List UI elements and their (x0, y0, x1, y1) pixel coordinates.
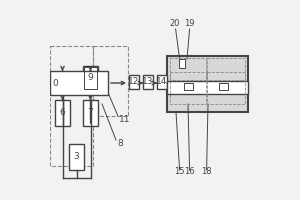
Text: 13: 13 (142, 77, 154, 86)
Bar (55, 100, 70, 126)
Bar (83, 100, 98, 126)
Text: 12: 12 (128, 77, 140, 86)
Text: 8: 8 (117, 140, 123, 148)
Bar (50, 46, 93, 166)
Bar (157, 75, 167, 89)
Bar (50, 71, 108, 95)
Bar (167, 81, 248, 94)
Bar (84, 67, 97, 89)
Text: 18: 18 (201, 168, 211, 176)
Bar (93, 46, 128, 116)
Bar (167, 56, 248, 112)
Bar (207, 72, 245, 104)
Bar (143, 75, 153, 89)
Text: 15: 15 (174, 168, 184, 176)
Text: 7: 7 (88, 108, 93, 117)
Bar (207, 58, 245, 80)
Text: 11: 11 (119, 116, 130, 124)
Bar (129, 75, 139, 89)
Bar (179, 59, 185, 68)
Bar (184, 83, 193, 90)
Text: 3: 3 (74, 152, 80, 161)
Text: 9: 9 (88, 73, 93, 82)
Bar (170, 72, 206, 104)
Text: 20: 20 (170, 20, 180, 28)
Bar (83, 66, 98, 90)
Bar (170, 58, 206, 80)
Text: 14: 14 (156, 77, 168, 86)
Text: 19: 19 (184, 20, 194, 28)
Text: 6: 6 (60, 108, 65, 117)
Bar (69, 144, 84, 170)
Text: 0: 0 (52, 78, 58, 88)
Text: 16: 16 (184, 168, 194, 176)
Bar (219, 83, 228, 90)
